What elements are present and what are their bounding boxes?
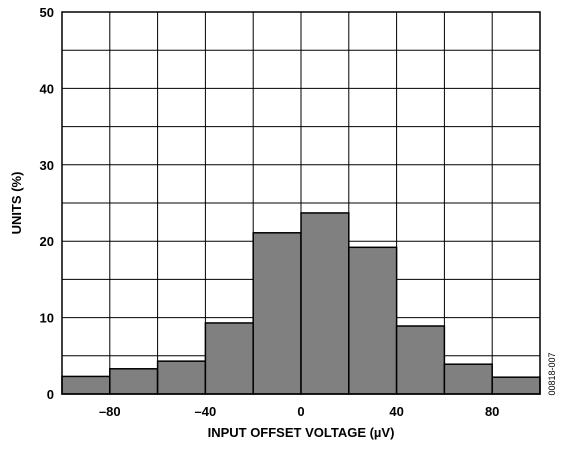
histogram-bar — [300, 212, 350, 395]
histogram-bar — [395, 325, 446, 395]
bars — [61, 212, 541, 395]
y-tick-label: 10 — [40, 311, 54, 326]
histogram-bar — [61, 375, 111, 395]
x-axis-label: INPUT OFFSET VOLTAGE (µV) — [208, 425, 395, 440]
y-tick-label: 20 — [40, 234, 54, 249]
y-tick-labels: 0 10 20 30 40 50 — [40, 5, 54, 402]
figure-id: 00818-007 — [547, 352, 557, 395]
x-tick-label: 40 — [389, 404, 403, 419]
x-tick-label: 80 — [485, 404, 499, 419]
x-tick-label: –80 — [99, 404, 121, 419]
plot-frame — [61, 11, 541, 395]
x-tick-labels: –80 –40 0 40 80 — [99, 404, 499, 419]
histogram-bar — [491, 376, 541, 395]
histogram-bar — [109, 368, 159, 395]
y-tick-label: 50 — [40, 5, 54, 20]
y-tick-label: 40 — [40, 81, 54, 96]
histogram-bar — [348, 246, 398, 395]
y-axis-label: UNITS (%) — [9, 172, 24, 235]
histogram-bar — [443, 363, 493, 395]
y-tick-label: 0 — [47, 387, 54, 402]
x-tick-label: –40 — [195, 404, 217, 419]
y-tick-label: 30 — [40, 158, 54, 173]
histogram-bar — [252, 232, 302, 395]
x-tick-label: 0 — [297, 404, 304, 419]
histogram-bar — [204, 322, 254, 395]
histogram-bar — [156, 360, 207, 395]
